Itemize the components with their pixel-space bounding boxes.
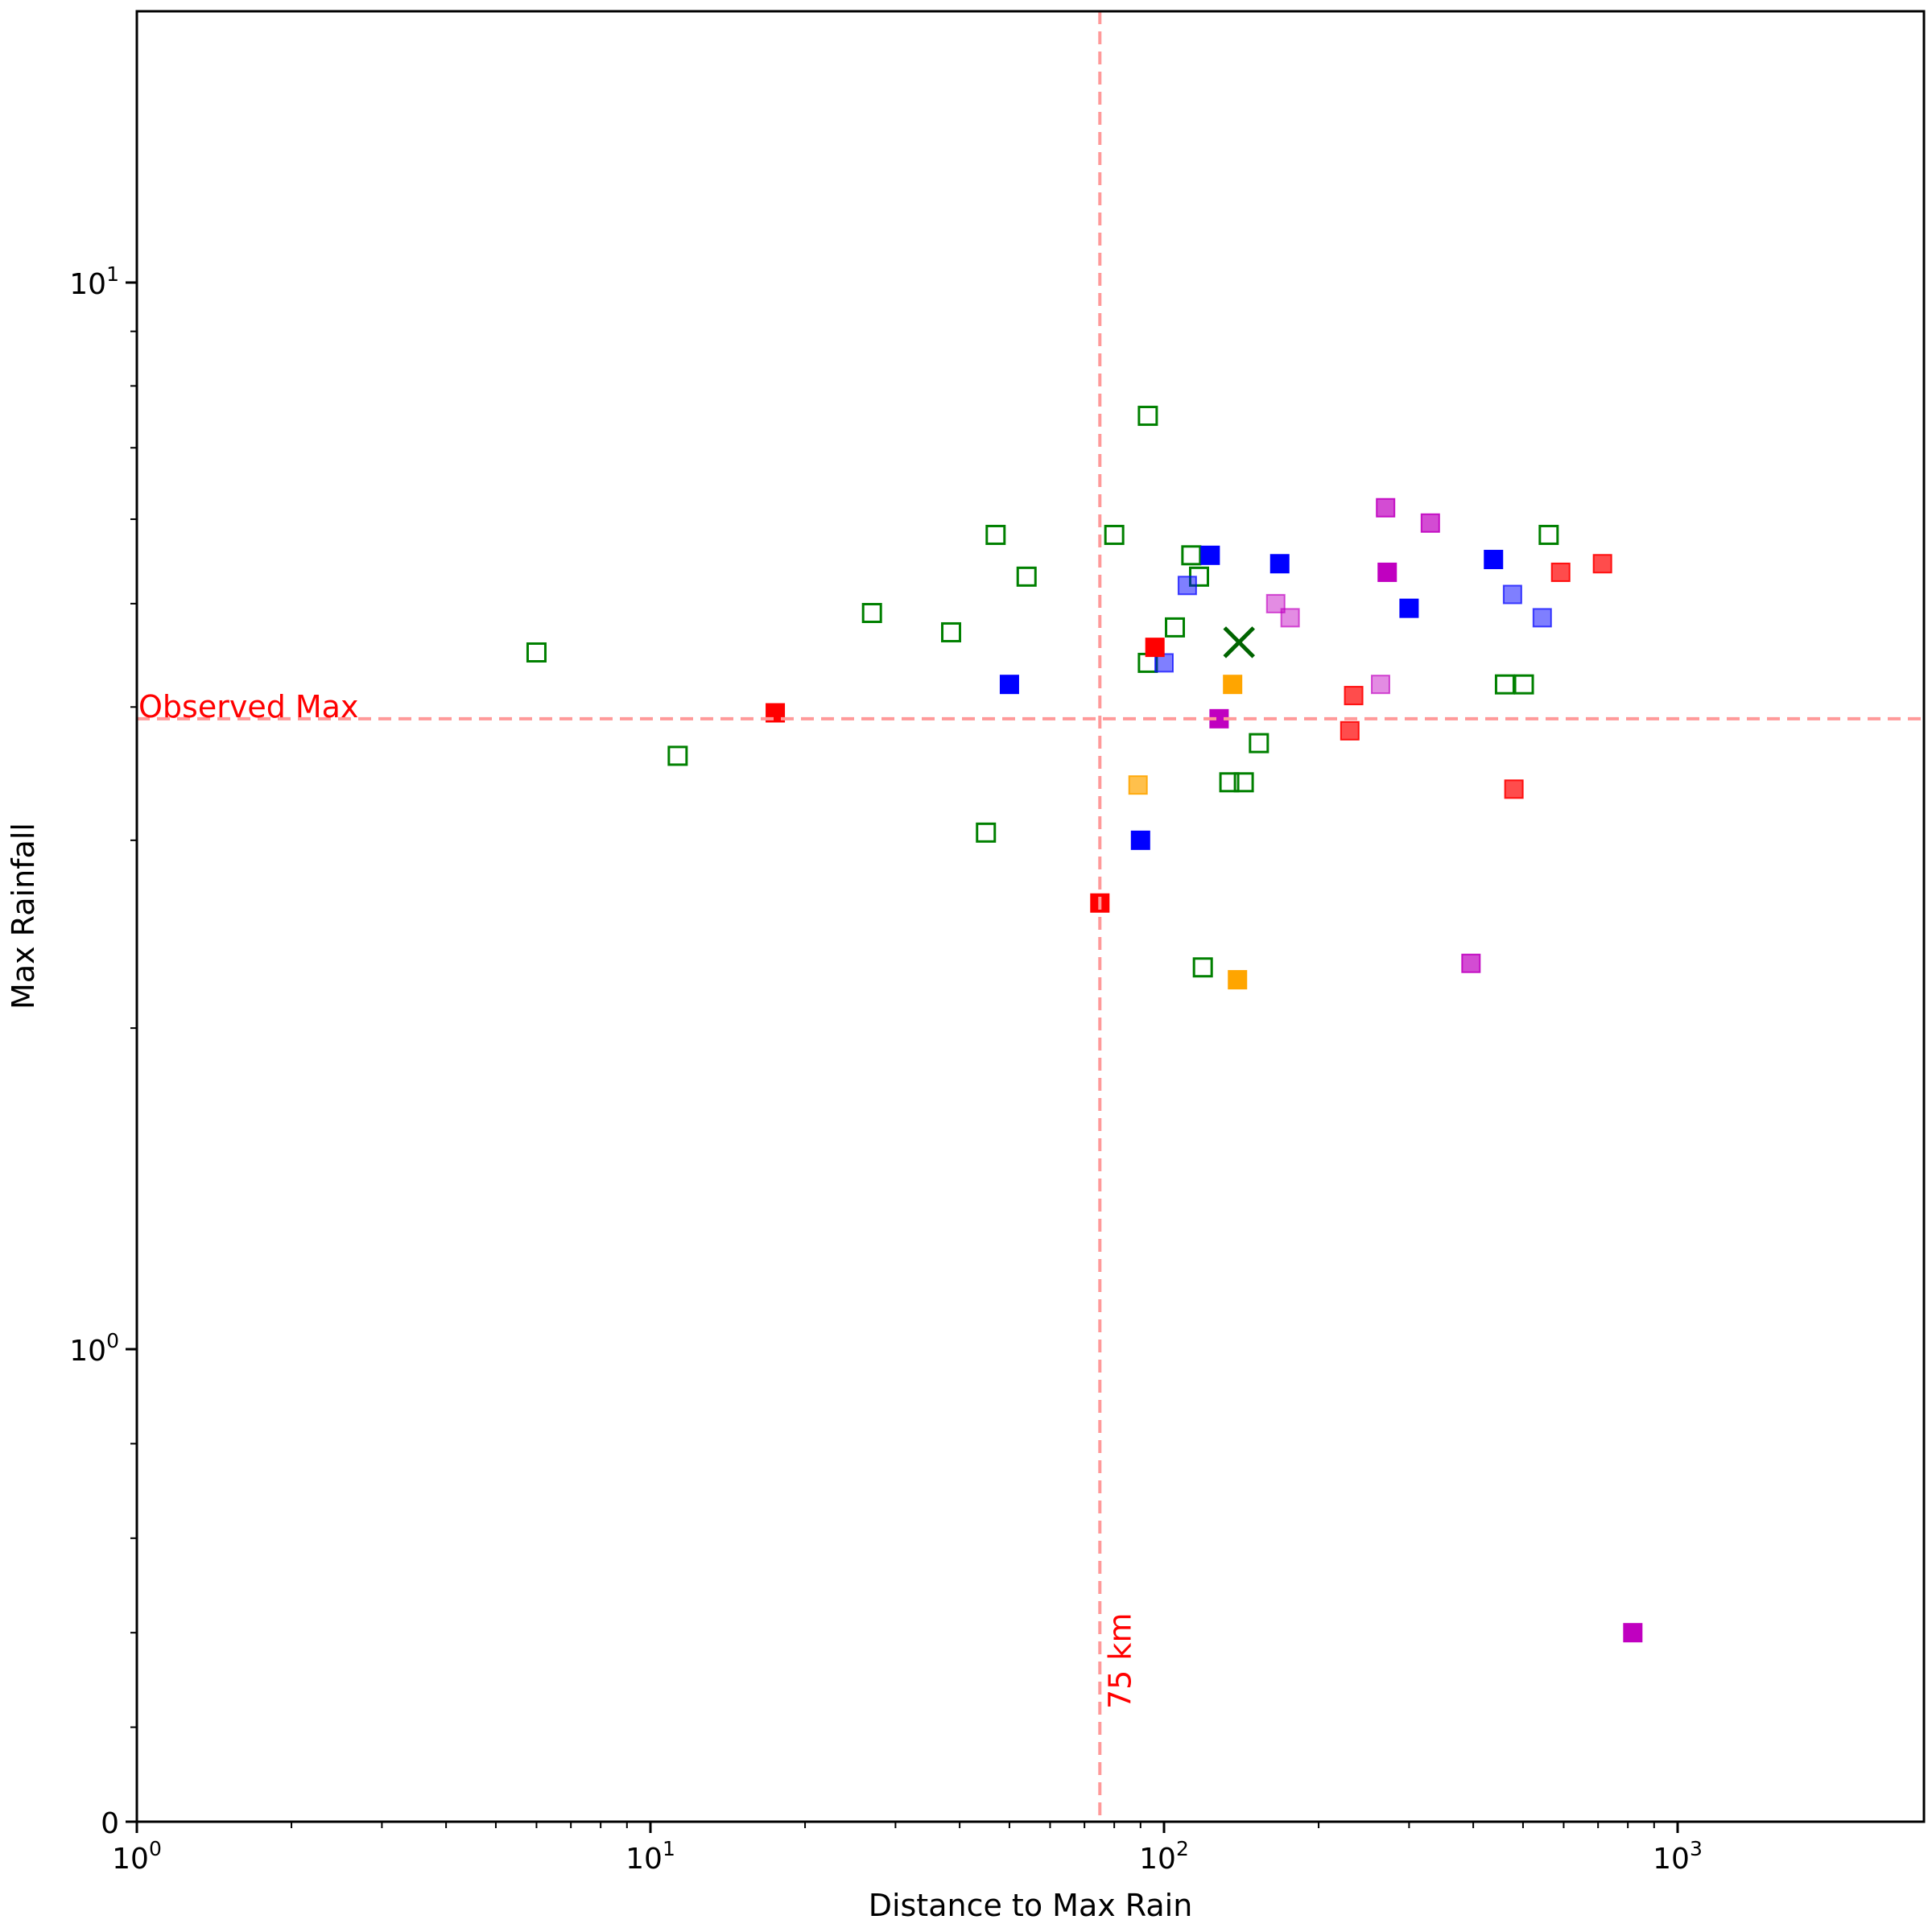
data-point — [985, 524, 1006, 545]
data-point — [667, 745, 688, 766]
data-point — [1181, 545, 1202, 566]
data-point — [1219, 772, 1240, 793]
data-point — [1532, 608, 1552, 628]
data-point — [1484, 550, 1504, 570]
reference-lines-layer: 75 km Observed Max — [137, 11, 1924, 1822]
data-point — [1016, 566, 1037, 587]
y-axis-label: Max Rainfall — [6, 823, 41, 1009]
data-point — [1494, 674, 1515, 695]
data-point — [1502, 584, 1522, 605]
data-point — [1623, 1623, 1643, 1643]
plot-frame — [135, 10, 1926, 1823]
data-point — [1128, 775, 1148, 795]
data-point — [1538, 524, 1559, 545]
data-point — [976, 822, 997, 843]
data-point — [1177, 576, 1197, 596]
data-point — [861, 602, 882, 623]
data-point — [1228, 970, 1248, 990]
data-point — [1137, 406, 1158, 427]
data-point — [1344, 686, 1364, 706]
data-point — [1145, 638, 1165, 658]
data-point — [1265, 593, 1286, 613]
x-marker — [1223, 626, 1255, 658]
data-point — [1280, 608, 1300, 628]
data-point — [1504, 779, 1524, 799]
x-tick-label: 103 — [1653, 1837, 1703, 1876]
data-point — [1223, 675, 1243, 695]
data-point — [999, 675, 1019, 695]
y-tick-label: 101 — [69, 262, 119, 301]
x-axis-label: Distance to Max Rain — [869, 1888, 1193, 1923]
x-tick-label: 100 — [112, 1837, 162, 1876]
data-point — [1269, 554, 1290, 574]
data-point — [941, 621, 962, 642]
x-tick-label: 102 — [1139, 1837, 1189, 1876]
x-tick-label: 101 — [625, 1837, 675, 1876]
reference-label-vertical: 75 km — [1102, 1613, 1137, 1709]
data-point — [1130, 830, 1150, 850]
data-point — [1200, 545, 1220, 565]
data-point — [1165, 617, 1186, 638]
data-point — [1592, 554, 1612, 574]
data-point — [1340, 720, 1360, 741]
data-point — [526, 642, 547, 663]
data-point — [1376, 497, 1396, 518]
marks-layer — [526, 406, 1643, 1643]
data-point — [1192, 957, 1213, 978]
data-point — [1249, 733, 1269, 753]
data-point — [1399, 598, 1419, 618]
data-point — [1550, 562, 1571, 582]
data-point — [1104, 524, 1125, 545]
reference-label-horizontal: Observed Max — [138, 689, 358, 724]
y-tick-label: 100 — [69, 1329, 119, 1368]
data-point — [1461, 953, 1481, 973]
data-point — [1377, 562, 1397, 582]
data-point — [1233, 772, 1254, 793]
y-tick-label: 0 — [101, 1807, 119, 1840]
data-point — [1513, 674, 1534, 695]
data-point — [1420, 513, 1440, 533]
data-point — [1370, 675, 1390, 695]
